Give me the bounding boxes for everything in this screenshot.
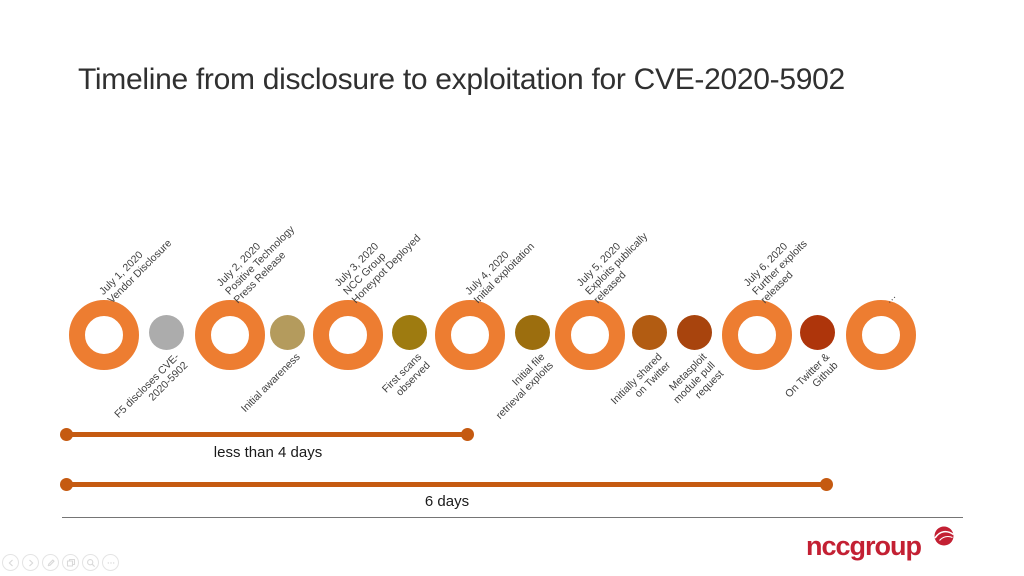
timeline-minor-dot	[632, 315, 667, 350]
timeline-minor-dot	[270, 315, 305, 350]
next-slide-button[interactable]	[22, 554, 39, 571]
more-options-button[interactable]	[102, 554, 119, 571]
timeline-major-ring	[313, 300, 383, 370]
timeline-minor-label: Initial file retrieval exploits	[485, 351, 556, 422]
timeline-major-ring	[69, 300, 139, 370]
zoom-icon	[86, 558, 96, 568]
slides-icon	[66, 558, 76, 568]
timeline-major-label: July 3, 2020 NCC Group Honeypot Deployed	[333, 215, 424, 306]
timeline-minor-label: Metasploit module pull request	[663, 351, 726, 414]
zoom-button[interactable]	[82, 554, 99, 571]
previous-slide-icon	[6, 558, 16, 568]
timeline-minor-label: Initially shared on Twitter	[609, 351, 673, 415]
slide-title: Timeline from disclosure to exploitation…	[78, 63, 845, 96]
pen-button[interactable]	[42, 554, 59, 571]
duration-bar-endpoint	[59, 427, 73, 441]
duration-bar-endpoint	[59, 477, 73, 491]
timeline-major-label: July 5, 2020 Exploits publically released	[575, 222, 659, 306]
timeline-major-label: July 4, 2020 Initial exploitation	[463, 232, 537, 306]
timeline-minor-label: First scans observed	[380, 351, 433, 404]
nccgroup-logo-icon	[933, 525, 955, 547]
duration-label: 6 days	[424, 493, 470, 510]
timeline-major-ring	[722, 300, 792, 370]
viewer-controls	[2, 554, 119, 571]
timeline-major-label: July 6, 2020 Further exploits released	[742, 229, 819, 306]
duration-bar-endpoint	[460, 427, 474, 441]
timeline-minor-dot	[515, 315, 550, 350]
timeline-minor-dot	[392, 315, 427, 350]
timeline-minor-label: On Twitter & Github	[783, 351, 841, 409]
duration-bar	[66, 431, 467, 437]
pen-icon	[46, 558, 56, 568]
timeline-major-ring	[846, 300, 916, 370]
duration-label: less than 4 days	[213, 444, 323, 461]
duration-bar-endpoint	[819, 477, 833, 491]
timeline-major-label: July 1, 2020 Vendor Disclosure	[97, 229, 174, 306]
timeline-minor-dot	[677, 315, 712, 350]
previous-slide-button[interactable]	[2, 554, 19, 571]
footer-divider	[62, 517, 963, 518]
timeline-minor-dot	[149, 315, 184, 350]
timeline-major-ring	[555, 300, 625, 370]
slides-button[interactable]	[62, 554, 79, 571]
next-slide-icon	[26, 558, 36, 568]
more-options-icon	[106, 558, 116, 568]
timeline-major-label: July 2, 2020 Positive Technology Press Rel…	[215, 215, 306, 306]
duration-bar	[66, 481, 826, 487]
timeline-major-ring	[195, 300, 265, 370]
timeline-minor-dot	[800, 315, 835, 350]
timeline-major-ring	[435, 300, 505, 370]
nccgroup-logo-text: nccgroup	[806, 531, 922, 561]
